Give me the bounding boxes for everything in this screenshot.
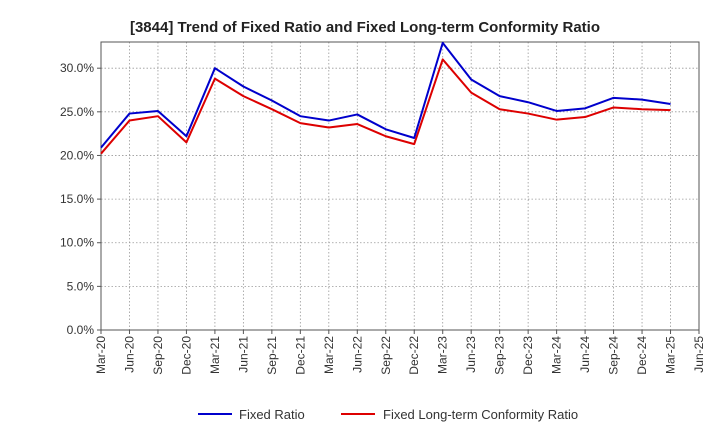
y-tick-label: 15.0% <box>60 192 94 206</box>
y-tick-label: 10.0% <box>60 236 94 250</box>
x-tick-label: Dec-22 <box>407 336 421 375</box>
axes: 0.0% 5.0% 10.0% 15.0% 20.0% 25.0% 30.0% Mar-20 J… <box>60 41 706 375</box>
series-lines <box>100 41 671 155</box>
x-tick-label: Jun-23 <box>464 336 478 373</box>
x-tick-label: Mar-25 <box>664 336 678 374</box>
x-tick-label: Mar-21 <box>208 336 222 374</box>
y-tick-label: 5.0% <box>67 279 95 293</box>
y-tick-label: 0.0% <box>67 323 95 337</box>
x-tick-label: Sep-20 <box>151 336 165 375</box>
chart-title: [3844] Trend of Fixed Ratio and Fixed Lo… <box>130 19 600 36</box>
x-tick-label: Sep-24 <box>607 336 621 375</box>
x-tick-label: Dec-24 <box>635 336 649 375</box>
x-tick-label: Jun-20 <box>122 336 136 373</box>
x-tick-label: Sep-22 <box>379 336 393 375</box>
x-tick-label: Sep-23 <box>493 336 507 375</box>
y-tick-label: 25.0% <box>60 105 94 119</box>
x-tick-label: Mar-24 <box>550 336 564 374</box>
plot-frame <box>100 41 700 331</box>
x-tick-label: Jun-24 <box>578 336 592 373</box>
legend-label: Fixed Long-term Conformity Ratio <box>383 407 578 422</box>
x-tick-label: Jun-21 <box>236 336 250 373</box>
x-tick-label: Jun-25 <box>692 336 706 373</box>
x-tick-label: Dec-23 <box>521 336 535 375</box>
x-tick-label: Sep-21 <box>265 336 279 375</box>
x-tick-label: Jun-22 <box>350 336 364 373</box>
x-tick-label: Mar-22 <box>322 336 336 374</box>
x-tick-label: Mar-20 <box>94 336 108 374</box>
y-tick-label: 30.0% <box>60 61 94 75</box>
legend-label: Fixed Ratio <box>239 407 305 422</box>
x-tick-label: Dec-21 <box>293 336 307 375</box>
series-line-2 <box>100 58 671 155</box>
x-tick-label: Dec-20 <box>179 336 193 375</box>
legend: Fixed Ratio Fixed Long-term Conformity Ra… <box>198 407 578 422</box>
y-tick-label: 20.0% <box>60 148 94 162</box>
grid <box>101 42 700 330</box>
x-tick-label: Mar-23 <box>436 336 450 374</box>
series-line-1 <box>100 41 671 149</box>
